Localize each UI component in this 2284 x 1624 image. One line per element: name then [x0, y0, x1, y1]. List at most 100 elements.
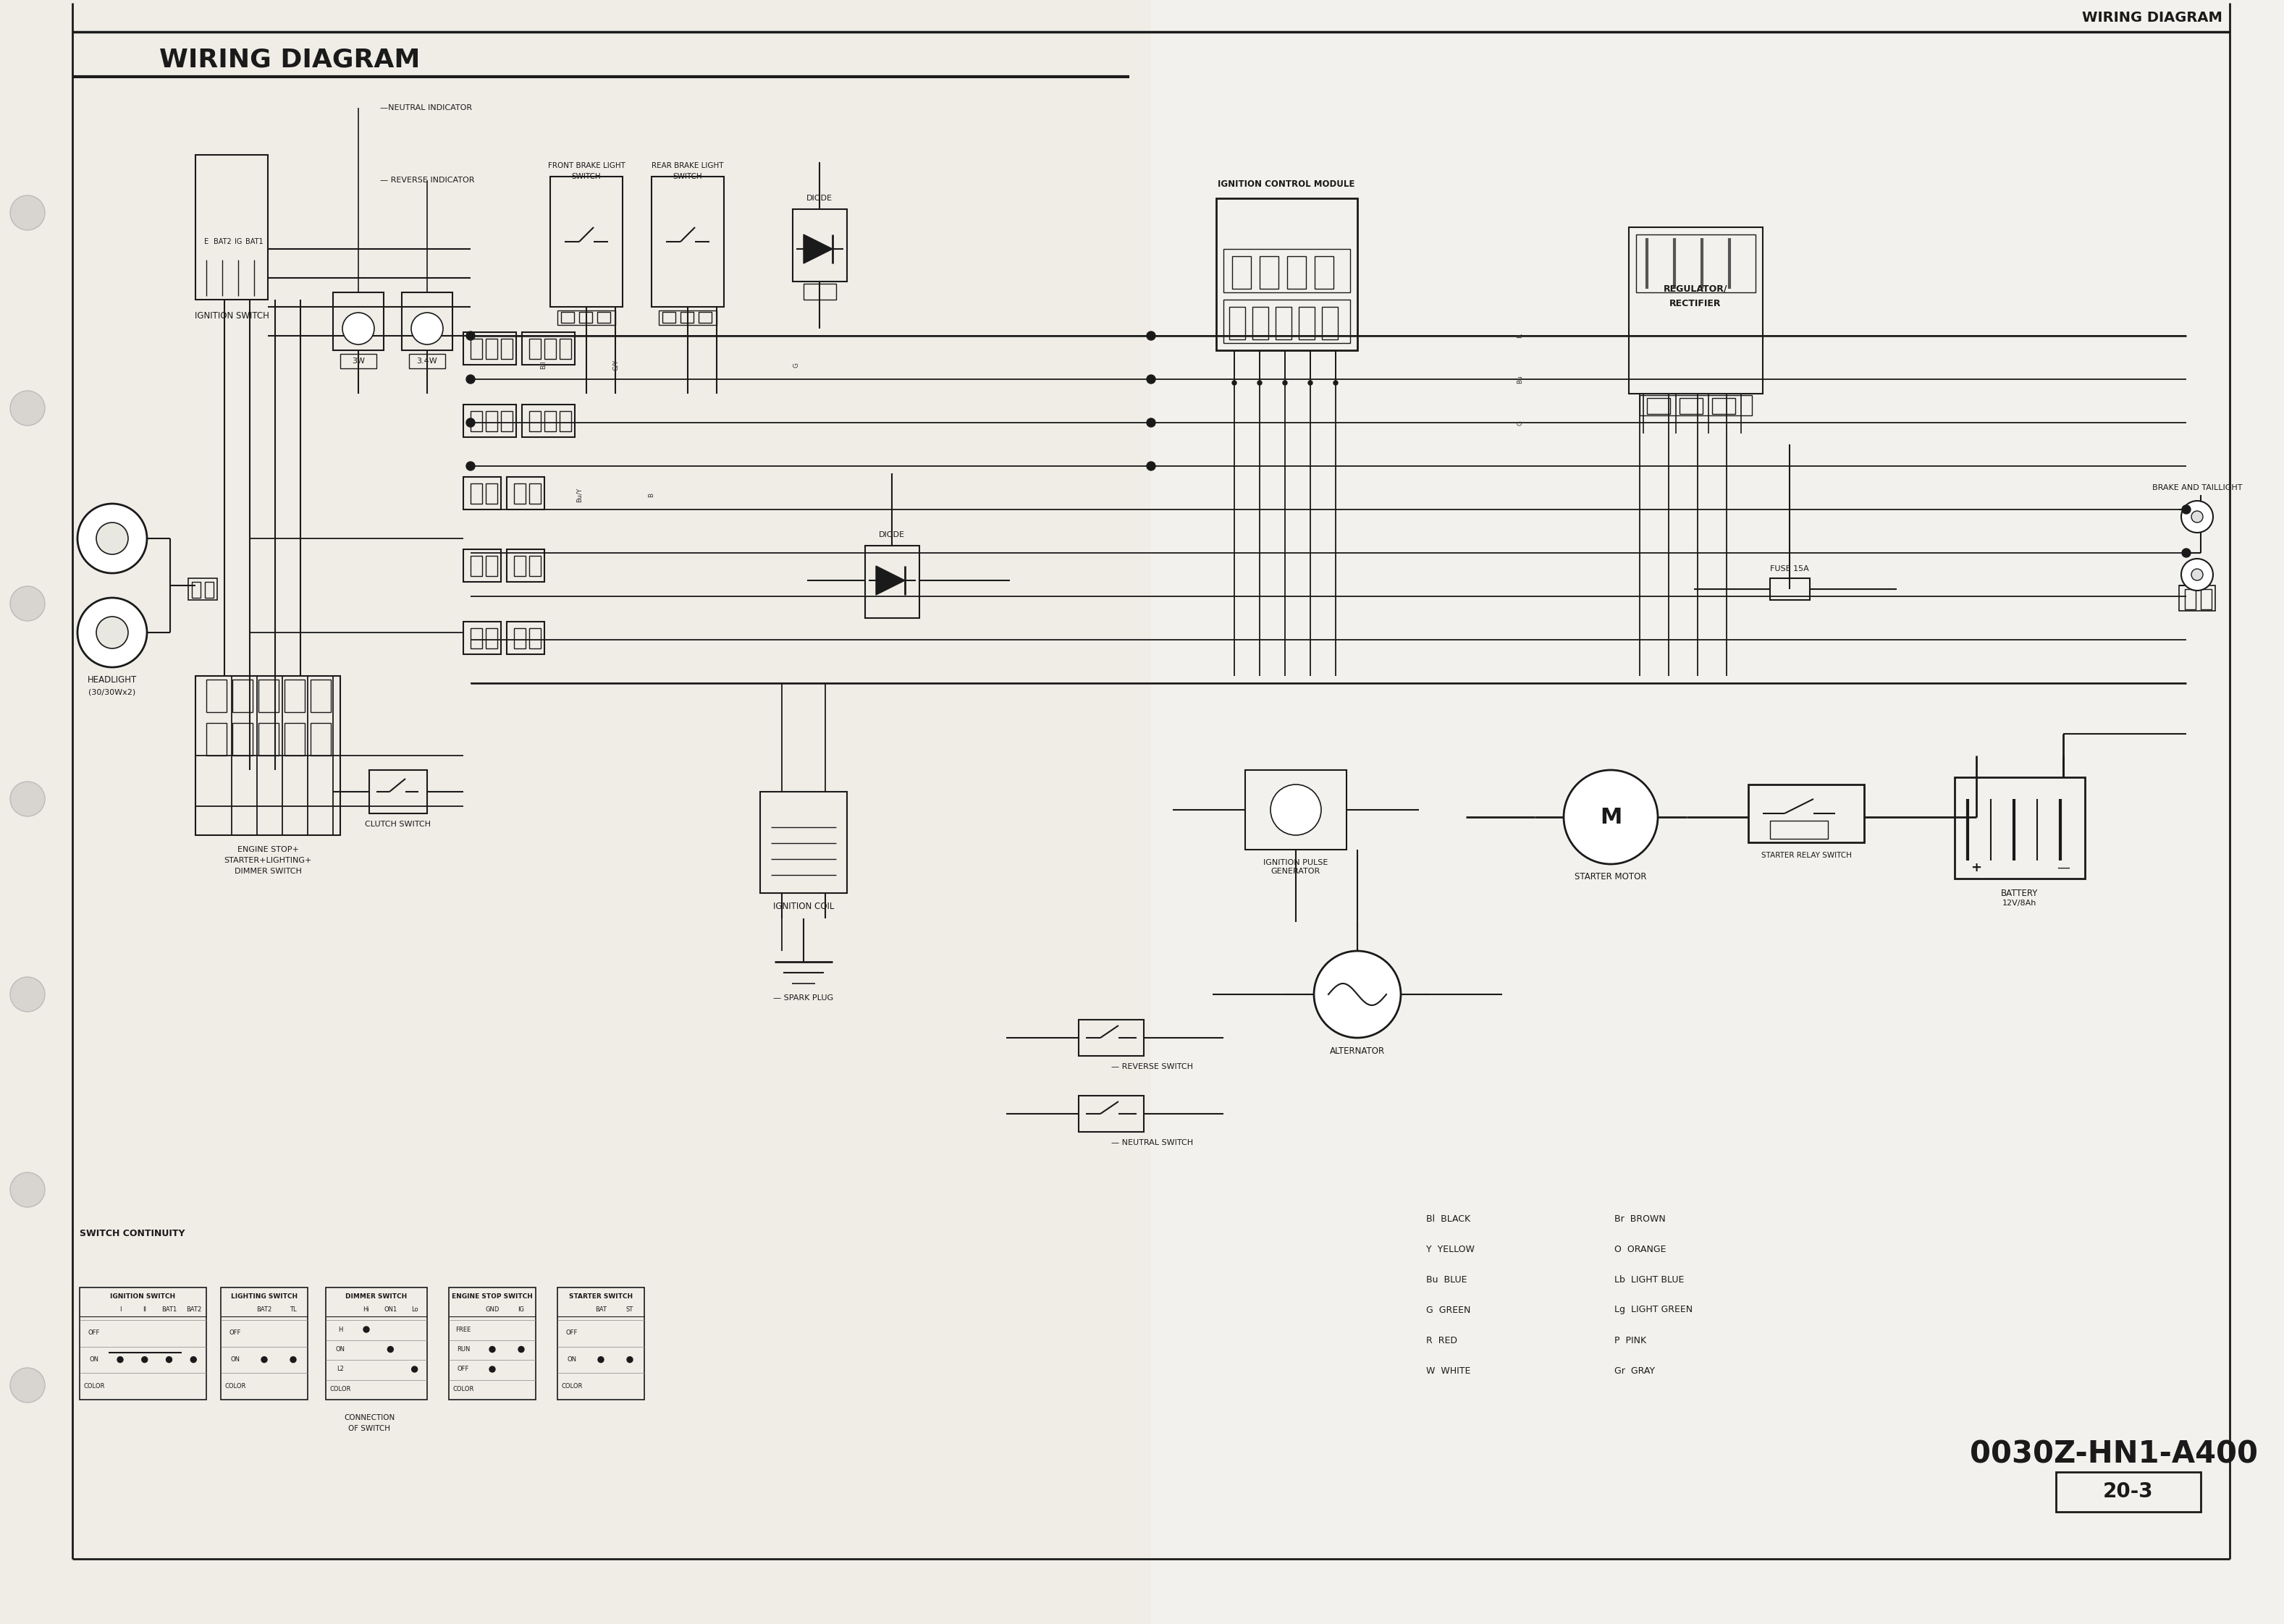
Text: STARTER MOTOR: STARTER MOTOR: [1574, 872, 1647, 882]
Text: P  PINK: P PINK: [1615, 1335, 1647, 1345]
Bar: [450, 1288, 537, 1400]
Bar: [311, 679, 331, 713]
Circle shape: [1147, 331, 1156, 339]
Bar: [486, 339, 498, 359]
Circle shape: [9, 586, 46, 620]
Bar: [1151, 0, 2284, 1624]
Bar: [471, 555, 482, 577]
Bar: [486, 411, 498, 432]
Text: ON: ON: [336, 1346, 345, 1353]
Bar: [1078, 1096, 1144, 1132]
Bar: [1747, 784, 1864, 843]
Text: Lb  LIGHT BLUE: Lb LIGHT BLUE: [1615, 1275, 1683, 1285]
Text: DIODE: DIODE: [806, 195, 834, 201]
Bar: [507, 622, 544, 654]
Circle shape: [466, 461, 475, 471]
Bar: [464, 404, 516, 437]
Bar: [866, 546, 920, 619]
Bar: [80, 1288, 206, 1400]
Text: 3.4W: 3.4W: [416, 357, 439, 365]
Text: H: H: [338, 1327, 343, 1333]
Bar: [471, 628, 482, 648]
Circle shape: [363, 1327, 370, 1332]
Text: — SPARK PLUG: — SPARK PLUG: [774, 994, 834, 1002]
Circle shape: [411, 1366, 418, 1372]
Circle shape: [2181, 559, 2213, 591]
Text: 20-3: 20-3: [2104, 1481, 2154, 1502]
Bar: [761, 793, 847, 893]
Bar: [500, 411, 512, 432]
Text: REGULATOR/: REGULATOR/: [1663, 284, 1727, 294]
Text: COLOR: COLOR: [85, 1384, 105, 1390]
Bar: [196, 154, 267, 299]
Bar: [804, 284, 836, 299]
Text: IG: IG: [235, 239, 242, 245]
Text: IG: IG: [518, 1306, 525, 1312]
Circle shape: [9, 1173, 46, 1207]
Bar: [471, 411, 482, 432]
Circle shape: [2190, 568, 2204, 580]
Text: FUSE 15A: FUSE 15A: [1770, 565, 1809, 572]
Bar: [1635, 234, 1756, 292]
Text: +: +: [1971, 861, 1983, 874]
Bar: [1224, 299, 1350, 343]
Text: DIMMER SWITCH: DIMMER SWITCH: [345, 1293, 407, 1299]
Text: BAT1: BAT1: [244, 239, 263, 245]
Text: OFF: OFF: [457, 1366, 468, 1372]
Text: Gr  GRAY: Gr GRAY: [1615, 1366, 1656, 1376]
Bar: [1288, 257, 1306, 289]
Text: O  ORANGE: O ORANGE: [1615, 1244, 1665, 1254]
Bar: [523, 333, 576, 365]
Bar: [514, 484, 525, 503]
Circle shape: [190, 1356, 196, 1363]
Circle shape: [9, 391, 46, 425]
Bar: [1322, 307, 1338, 339]
Bar: [1078, 1020, 1144, 1056]
Text: IGNITION CONTROL MODULE: IGNITION CONTROL MODULE: [1217, 179, 1354, 188]
Bar: [699, 312, 713, 323]
Circle shape: [116, 1356, 123, 1363]
Text: B: B: [649, 492, 656, 497]
Circle shape: [290, 1356, 297, 1363]
Text: COLOR: COLOR: [329, 1385, 352, 1392]
Text: SWITCH: SWITCH: [674, 174, 703, 180]
Text: COLOR: COLOR: [224, 1384, 247, 1390]
Text: R  RED: R RED: [1425, 1335, 1457, 1345]
Text: COLOR: COLOR: [452, 1385, 475, 1392]
Bar: [793, 209, 847, 281]
Bar: [1252, 307, 1268, 339]
Circle shape: [1270, 784, 1320, 835]
Text: OFF: OFF: [89, 1330, 100, 1337]
Circle shape: [466, 331, 475, 339]
Bar: [464, 622, 500, 654]
Circle shape: [1313, 952, 1400, 1038]
Text: STARTER SWITCH: STARTER SWITCH: [569, 1293, 633, 1299]
Bar: [327, 1288, 427, 1400]
Bar: [662, 312, 676, 323]
Text: GENERATOR: GENERATOR: [1272, 867, 1320, 875]
Text: IGNITION PULSE: IGNITION PULSE: [1263, 859, 1329, 866]
Text: Bu: Bu: [1517, 375, 1523, 383]
Text: G  GREEN: G GREEN: [1425, 1306, 1471, 1314]
Text: SWITCH: SWITCH: [571, 174, 601, 180]
Bar: [1215, 198, 1357, 351]
Text: OF SWITCH: OF SWITCH: [347, 1424, 391, 1432]
Text: Br  BROWN: Br BROWN: [1615, 1215, 1665, 1223]
Bar: [530, 484, 541, 503]
Bar: [1713, 398, 1736, 414]
Bar: [514, 555, 525, 577]
Circle shape: [2181, 549, 2190, 557]
Circle shape: [167, 1356, 171, 1363]
Bar: [530, 411, 541, 432]
Bar: [1231, 257, 1252, 289]
Bar: [1640, 395, 1752, 416]
Text: 3W: 3W: [352, 357, 365, 365]
Bar: [402, 292, 452, 351]
Text: — REVERSE SWITCH: — REVERSE SWITCH: [1112, 1064, 1192, 1070]
Bar: [471, 339, 482, 359]
Text: CLUTCH SWITCH: CLUTCH SWITCH: [365, 820, 432, 828]
Text: BAT2: BAT2: [212, 239, 231, 245]
Circle shape: [1309, 380, 1313, 385]
Circle shape: [9, 195, 46, 231]
Text: Bl  BLACK: Bl BLACK: [1425, 1215, 1471, 1223]
